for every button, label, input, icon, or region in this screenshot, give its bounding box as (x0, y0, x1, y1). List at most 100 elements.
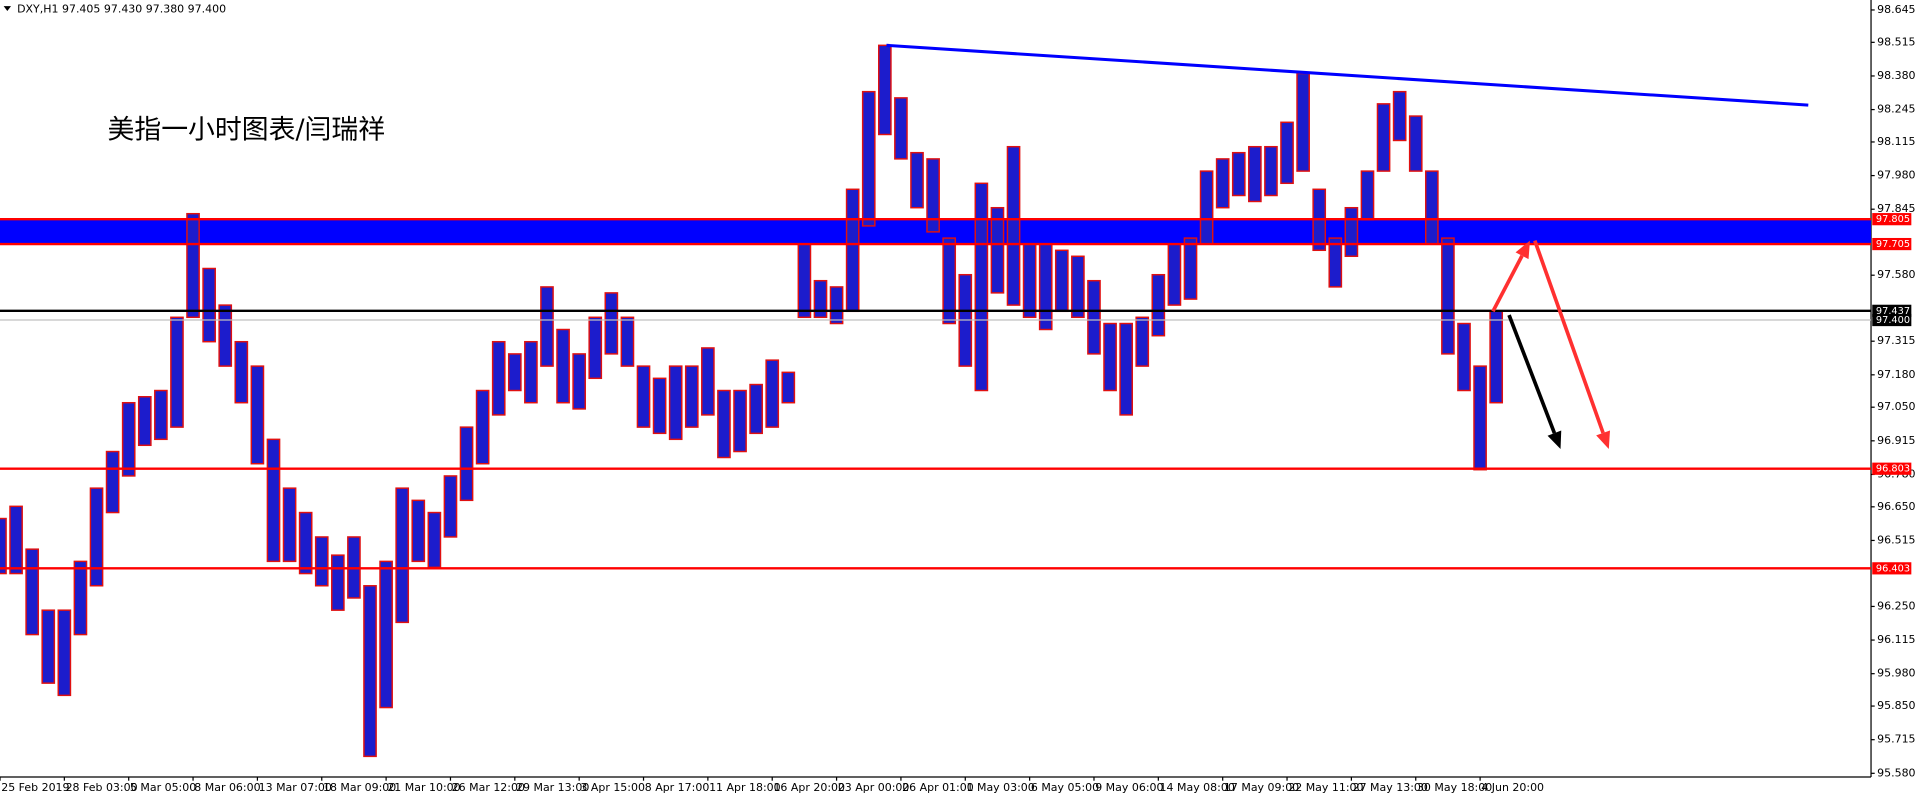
price-bar (797, 243, 812, 319)
price-bar (845, 188, 860, 313)
arrow-head (1515, 240, 1530, 260)
price-bar (1328, 237, 1343, 288)
x-tick-label: 25 Feb 2019 (1, 781, 69, 794)
y-tick-label: 97.580 (1877, 268, 1915, 281)
price-bar (89, 487, 104, 587)
price-bar (1103, 322, 1117, 392)
price-bar (1087, 279, 1101, 355)
level-label: 96.403 (1876, 563, 1910, 574)
x-tick-label: 14 May 08:00 (1160, 781, 1235, 794)
arrow-shaft (1491, 254, 1524, 313)
price-bar (910, 151, 924, 209)
arrow-shaft (1533, 239, 1605, 434)
x-tick-label: 11 Apr 18:00 (709, 781, 781, 794)
price-bar (1151, 273, 1166, 337)
y-tick-label: 97.845 (1877, 202, 1915, 215)
x-tick-label: 27 May 13:00 (1353, 781, 1428, 794)
x-tick-label: 8 Apr 17:00 (645, 781, 710, 794)
price-bar (829, 286, 844, 325)
x-tick-label: 16 Apr 20:00 (773, 781, 845, 794)
price-bar (459, 426, 474, 502)
price-bar (331, 554, 345, 611)
price-bar (556, 328, 570, 404)
y-tick-label: 98.380 (1877, 69, 1915, 82)
price-bar (1441, 237, 1455, 355)
x-tick-label: 22 May 11:00 (1288, 781, 1363, 794)
price-bar (781, 371, 796, 404)
y-tick-label: 96.515 (1877, 533, 1915, 546)
y-tick-label: 97.980 (1877, 169, 1915, 182)
price-bar (1489, 310, 1504, 404)
chart-header: DXY,H1 97.405 97.430 97.380 97.400 (17, 3, 226, 16)
price-bar (604, 292, 619, 355)
price-bar (1280, 121, 1294, 185)
price-bar (1473, 365, 1487, 471)
level-label: 96.803 (1876, 464, 1910, 475)
level-label-box (1872, 313, 1912, 327)
price-bar (701, 347, 715, 416)
y-tick-label: 95.715 (1877, 733, 1915, 746)
price-bar (73, 560, 88, 636)
price-bar (1408, 115, 1423, 172)
price-bar (942, 237, 957, 325)
price-bar (733, 389, 747, 453)
price-bar (668, 365, 683, 441)
price-bar (1392, 90, 1407, 142)
x-tick-label: 26 Mar 12:00 (452, 781, 525, 794)
y-tick-label: 97.315 (1877, 334, 1915, 347)
x-tick-label: 1 May 03:00 (967, 781, 1035, 794)
x-tick-label: 8 Mar 06:00 (194, 781, 260, 794)
level-label-box (1872, 304, 1912, 317)
price-bar (926, 158, 940, 233)
price-bar (990, 206, 1005, 294)
level-label-box (1872, 462, 1912, 475)
x-tick-label: 9 May 06:00 (1095, 781, 1163, 794)
price-bar (298, 511, 313, 575)
y-tick-label: 95.580 (1877, 766, 1915, 779)
price-bar (507, 353, 522, 392)
price-bar (1119, 322, 1133, 416)
price-bar (218, 304, 233, 367)
price-bar (186, 212, 200, 319)
price-bar (1424, 170, 1439, 245)
price-bar (572, 353, 587, 410)
price-bar (1344, 206, 1359, 258)
price-bar (1360, 170, 1375, 221)
trendline (886, 43, 1809, 107)
price-bar (1167, 243, 1182, 306)
x-tick-label: 30 May 18:00 (1417, 781, 1492, 794)
chart-title: 美指一小时图表/闫瑞祥 (107, 115, 385, 146)
price-bar (57, 609, 72, 697)
price-bar (137, 396, 152, 447)
price-bar (894, 97, 908, 160)
arrow-shaft (1507, 314, 1557, 434)
price-bar (379, 560, 393, 709)
price-bar (1264, 145, 1278, 197)
y-tick-label: 97.050 (1877, 400, 1915, 413)
x-tick-label: 3 Apr 15:00 (580, 781, 645, 794)
y-tick-label: 97.180 (1877, 368, 1915, 381)
level-label: 97.705 (1876, 239, 1910, 250)
price-bar (1071, 255, 1085, 319)
menu-triangle[interactable] (3, 6, 11, 11)
level-label: 97.400 (1876, 315, 1910, 326)
price-bar (765, 359, 780, 428)
price-bar (1248, 145, 1262, 203)
price-bar (427, 511, 442, 569)
price-bar (121, 401, 136, 477)
level-label-box (1872, 213, 1912, 226)
price-bar (443, 475, 458, 538)
price-bar (9, 505, 23, 575)
price-bar (684, 365, 699, 428)
price-bar (1457, 322, 1471, 392)
x-tick-label: 26 Apr 01:00 (902, 781, 974, 794)
price-bar (620, 316, 635, 367)
x-tick-label: 5 Mar 05:00 (130, 781, 196, 794)
price-bar (1135, 316, 1150, 367)
y-tick-label: 95.850 (1877, 699, 1915, 712)
y-tick-label: 98.515 (1877, 35, 1915, 48)
price-bar (154, 389, 168, 441)
y-tick-label: 98.245 (1877, 103, 1915, 116)
